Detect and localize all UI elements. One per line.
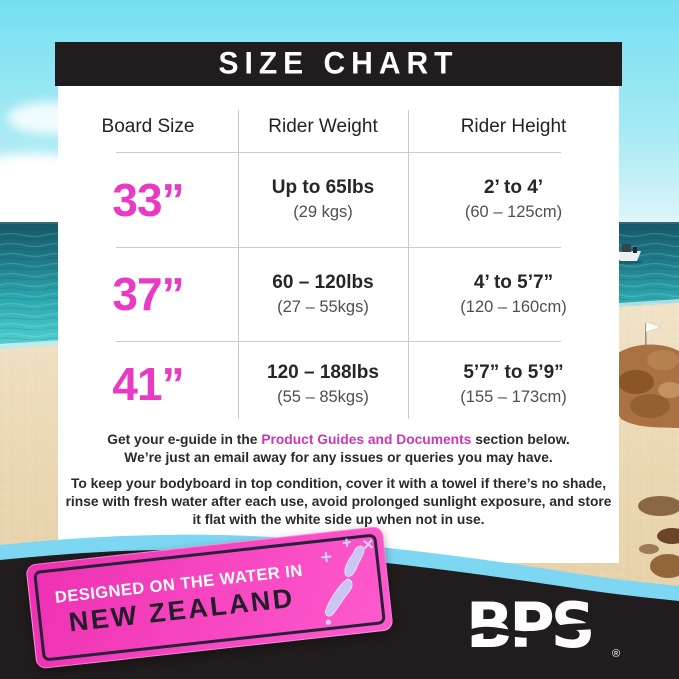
board-size-value: 33” <box>112 173 184 226</box>
rider-height-metric: (120 – 160cm) <box>460 297 567 316</box>
column-divider <box>408 110 409 419</box>
table-header-row: Board Size Rider Weight Rider Height <box>58 86 619 152</box>
rider-height-value: 5’7” to 5’9” <box>463 361 564 383</box>
row-divider <box>116 247 561 248</box>
size-chart-card: Board Size Rider Weight Rider Height 33”… <box>58 86 619 563</box>
rider-weight-metric: (55 – 85kgs) <box>277 387 369 406</box>
eguide-note-pre: Get your e-guide in the <box>107 432 258 447</box>
bps-logo: BPS ® <box>466 595 631 661</box>
column-header-board-size: Board Size <box>101 116 195 137</box>
banner-title: SIZE CHART <box>218 46 459 81</box>
notes-section: Get your e-guide in the Product Guides a… <box>58 431 619 529</box>
flag-icon <box>645 321 662 353</box>
star-icon <box>321 538 374 563</box>
row-divider <box>116 341 561 342</box>
rider-weight-metric: (27 – 55kgs) <box>277 297 369 316</box>
eguide-note-post: section below. <box>475 432 570 447</box>
column-header-rider-weight: Rider Weight <box>268 116 378 137</box>
rider-height-value: 4’ to 5’7” <box>473 271 554 293</box>
product-guides-link-text: Product Guides and Documents <box>261 432 472 447</box>
rider-weight-value: Up to 65lbs <box>271 177 375 198</box>
column-divider <box>238 110 239 419</box>
care-note: To keep your bodyboard in top condition,… <box>65 475 612 527</box>
rider-weight-value: 120 – 188lbs <box>267 361 379 383</box>
rocks <box>610 344 679 428</box>
rider-weight-value: 60 – 120lbs <box>272 271 374 293</box>
column-header-rider-height: Rider Height <box>460 116 567 137</box>
size-chart-banner: SIZE CHART <box>55 42 622 86</box>
board-size-value: 41” <box>112 358 184 410</box>
row-divider <box>116 152 561 153</box>
table-row: 33” Up to 65lbs (29 kgs) 2’ to 4’ (60 – … <box>58 152 619 247</box>
eguide-note: Get your e-guide in the Product Guides a… <box>58 431 619 449</box>
table-row: 41” 120 – 188lbs (55 – 85kgs) 5’7” to 5’… <box>58 341 619 427</box>
beach-debris <box>638 496 679 578</box>
boat-icon <box>613 244 643 265</box>
rider-height-metric: (155 – 173cm) <box>460 387 567 406</box>
bps-logo-wave <box>466 612 631 639</box>
new-zealand-map-icon <box>321 538 374 625</box>
nz-stamp: DESIGNED ON THE WATER IN NEW ZEALAND <box>25 525 394 670</box>
registered-mark: ® <box>612 648 620 660</box>
rider-height-value: 2’ to 4’ <box>483 177 544 198</box>
rider-weight-metric: (29 kgs) <box>293 203 353 221</box>
support-note: We’re just an email away for any issues … <box>124 449 553 465</box>
table-row: 37” 60 – 120lbs (27 – 55kgs) 4’ to 5’7” … <box>58 247 619 341</box>
board-size-value: 37” <box>112 268 184 320</box>
rider-height-metric: (60 – 125cm) <box>464 203 563 221</box>
